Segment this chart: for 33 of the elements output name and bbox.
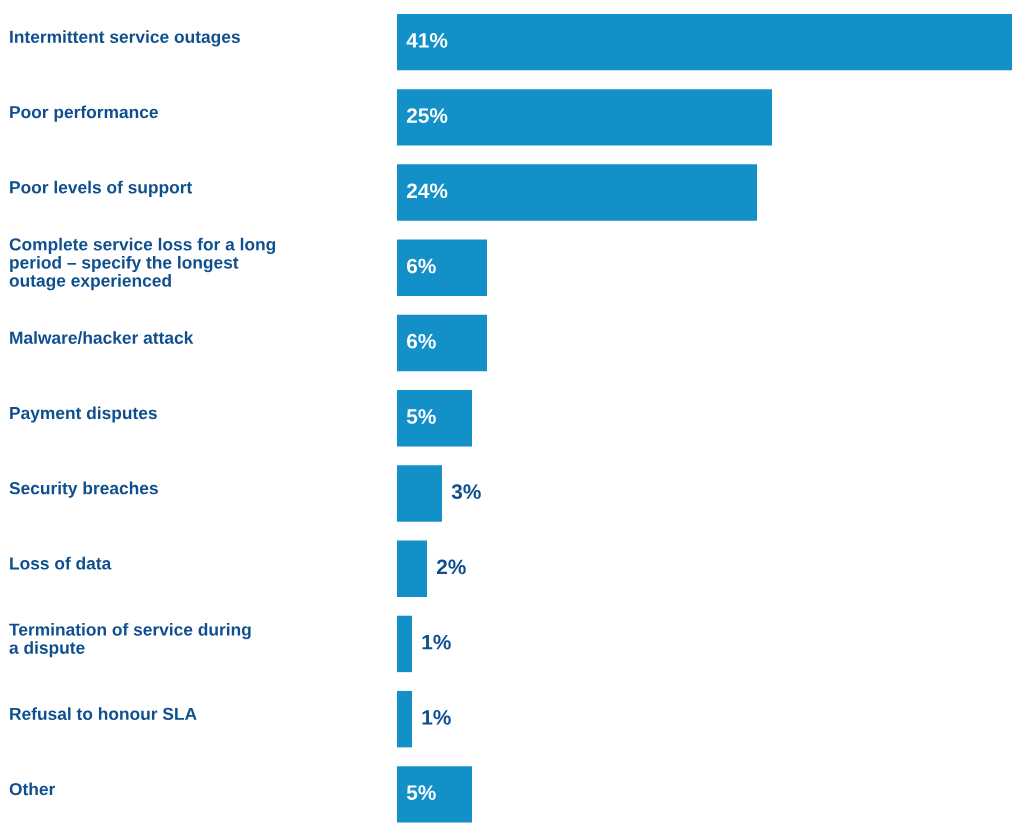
data-label: 5%	[406, 409, 436, 424]
y-tick-label: Payment disputes	[10, 406, 157, 423]
data-label: 6%	[406, 333, 436, 349]
y-tick-label: Complete service loss for a long period – specify the longest outage experienced	[9, 237, 276, 291]
y-tick-label: Intermittent service outages	[10, 30, 240, 47]
bar	[397, 239, 487, 297]
data-label: 25%	[406, 108, 448, 123]
data-label: 1%	[422, 634, 451, 650]
y-tick-label: Poor performance	[10, 105, 158, 122]
bar	[397, 390, 472, 447]
y-tick-label: Poor levels of support	[10, 180, 193, 197]
y-tick-label: Loss of data	[10, 556, 112, 570]
data-label: 3%	[451, 484, 481, 500]
y-tick-label: Malware/hacker attack	[10, 331, 194, 345]
y-tick-label: Security breaches	[9, 481, 158, 498]
data-label: 2%	[436, 559, 466, 575]
data-label: 41%	[406, 33, 448, 48]
bar	[397, 690, 412, 748]
bar	[397, 89, 772, 146]
bar	[397, 314, 487, 372]
data-label: 1%	[422, 710, 451, 725]
bar	[397, 164, 757, 221]
y-tick-label: Refusal to honour SLA	[10, 707, 197, 721]
bar	[397, 766, 472, 823]
data-label: 6%	[406, 258, 436, 274]
bar	[397, 13, 1012, 71]
data-label: 24%	[406, 183, 448, 199]
bar	[397, 615, 412, 673]
y-tick-label: Other	[9, 782, 56, 796]
data-label: 5%	[406, 785, 436, 800]
y-tick-label: Termination of service during a dispute	[9, 622, 251, 658]
bar	[397, 465, 442, 522]
bar	[397, 540, 427, 597]
